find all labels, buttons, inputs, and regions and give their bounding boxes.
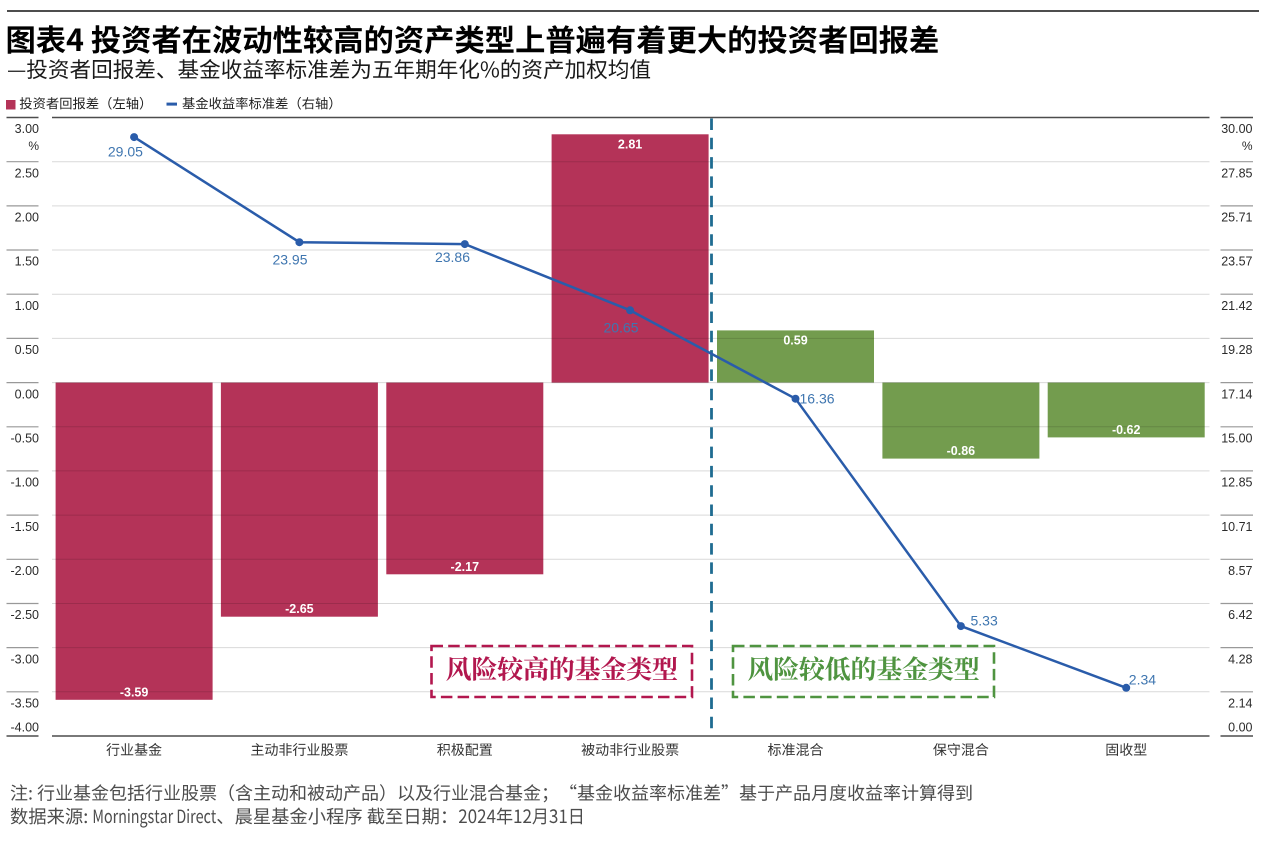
svg-text:-1.50: -1.50 xyxy=(11,520,40,534)
svg-text:10.71: 10.71 xyxy=(1221,520,1252,534)
svg-text:2.34: 2.34 xyxy=(1129,672,1156,688)
svg-text:30.00: 30.00 xyxy=(1221,122,1252,136)
svg-text:-0.50: -0.50 xyxy=(11,431,40,445)
svg-text:-3.50: -3.50 xyxy=(11,697,40,711)
svg-text:-2.00: -2.00 xyxy=(11,564,40,578)
svg-text:4.28: 4.28 xyxy=(1228,652,1252,666)
svg-text:-0.86: -0.86 xyxy=(947,444,976,458)
svg-text:0.00: 0.00 xyxy=(15,387,39,401)
svg-text:-3.00: -3.00 xyxy=(11,652,40,666)
svg-text:16.36: 16.36 xyxy=(800,390,835,406)
svg-text:-3.59: -3.59 xyxy=(120,685,149,699)
svg-text:15.00: 15.00 xyxy=(1221,431,1252,445)
svg-text:6.42: 6.42 xyxy=(1228,608,1252,622)
svg-text:-2.65: -2.65 xyxy=(285,602,314,616)
svg-text:1.00: 1.00 xyxy=(15,299,39,313)
svg-text:17.14: 17.14 xyxy=(1221,387,1252,401)
svg-text:-0.62: -0.62 xyxy=(1112,423,1141,437)
svg-text:29.05: 29.05 xyxy=(108,144,143,160)
svg-text:21.42: 21.42 xyxy=(1221,299,1252,313)
svg-text:19.28: 19.28 xyxy=(1221,343,1252,357)
svg-text:23.95: 23.95 xyxy=(272,251,307,267)
svg-text:%: % xyxy=(28,139,39,153)
svg-text:23.57: 23.57 xyxy=(1221,255,1252,269)
svg-text:%: % xyxy=(1242,139,1253,153)
svg-text:2.14: 2.14 xyxy=(1228,697,1252,711)
svg-text:23.86: 23.86 xyxy=(435,249,470,265)
svg-text:-4.00: -4.00 xyxy=(11,721,40,735)
svg-text:1.50: 1.50 xyxy=(15,255,39,269)
svg-text:20.65: 20.65 xyxy=(603,320,638,336)
svg-text:0.59: 0.59 xyxy=(783,334,807,348)
svg-text:27.85: 27.85 xyxy=(1221,166,1252,180)
svg-text:2.50: 2.50 xyxy=(15,166,39,180)
svg-text:0.00: 0.00 xyxy=(1228,721,1252,735)
svg-text:2.00: 2.00 xyxy=(15,211,39,225)
svg-text:0.50: 0.50 xyxy=(15,343,39,357)
svg-text:8.57: 8.57 xyxy=(1228,564,1252,578)
svg-text:-2.50: -2.50 xyxy=(11,608,40,622)
svg-text:-1.00: -1.00 xyxy=(11,476,40,490)
svg-text:2.81: 2.81 xyxy=(618,138,642,152)
svg-text:5.33: 5.33 xyxy=(971,613,998,629)
svg-text:25.71: 25.71 xyxy=(1221,211,1252,225)
svg-text:-2.17: -2.17 xyxy=(451,560,480,574)
svg-text:3.00: 3.00 xyxy=(15,122,39,136)
svg-text:12.85: 12.85 xyxy=(1221,476,1252,490)
